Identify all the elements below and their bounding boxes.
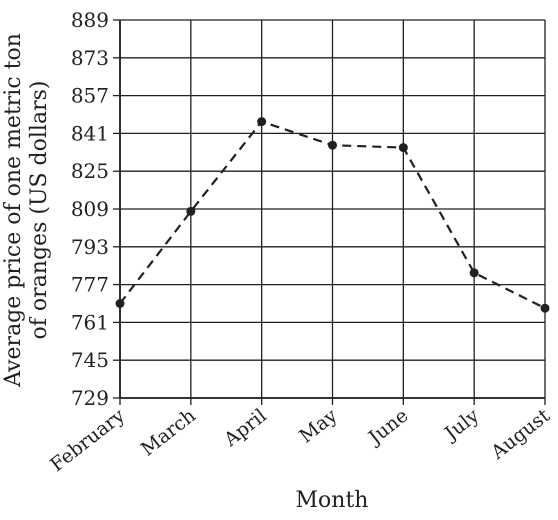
- x-tick-label: June: [363, 405, 412, 450]
- y-tick-label: 825: [71, 159, 109, 183]
- data-point: [328, 140, 337, 150]
- grid: [113, 19, 546, 405]
- x-tick-label: August: [486, 404, 554, 464]
- y-tick-label: 729: [71, 386, 109, 410]
- y-tick-labels: 729 745 761 777 793 809 825 841 857 873 889: [71, 8, 109, 410]
- x-tick-label: July: [439, 404, 483, 445]
- y-tick-label: 889: [71, 8, 109, 32]
- data-point: [186, 206, 196, 216]
- x-tick-label: May: [295, 404, 341, 447]
- data-point: [257, 117, 267, 127]
- y-tick-label: 793: [71, 235, 109, 259]
- x-tick-label: March: [137, 405, 200, 461]
- series: [115, 117, 550, 313]
- y-axis-title-line: Average price of one metric ton: [1, 33, 26, 388]
- y-tick-label: 857: [71, 84, 109, 108]
- y-tick-label: 761: [71, 310, 109, 334]
- y-tick-label: 777: [71, 273, 109, 297]
- data-point: [398, 143, 408, 153]
- x-tick-label: April: [219, 405, 270, 452]
- y-tick-label: 745: [71, 348, 109, 372]
- y-tick-label: 809: [71, 197, 109, 221]
- data-point: [540, 303, 550, 313]
- y-tick-label: 873: [71, 46, 109, 70]
- y-tick-label: 841: [71, 121, 109, 145]
- data-point: [469, 268, 479, 278]
- y-axis-title: Average price of one metric ton of orange…: [1, 33, 52, 388]
- y-axis-title-line: of oranges (US dollars): [27, 81, 52, 340]
- x-tick-labels: February March April May June July August: [46, 404, 554, 476]
- x-axis-title: Month: [296, 488, 369, 513]
- x-tick-label: February: [46, 404, 129, 476]
- data-point: [115, 299, 125, 308]
